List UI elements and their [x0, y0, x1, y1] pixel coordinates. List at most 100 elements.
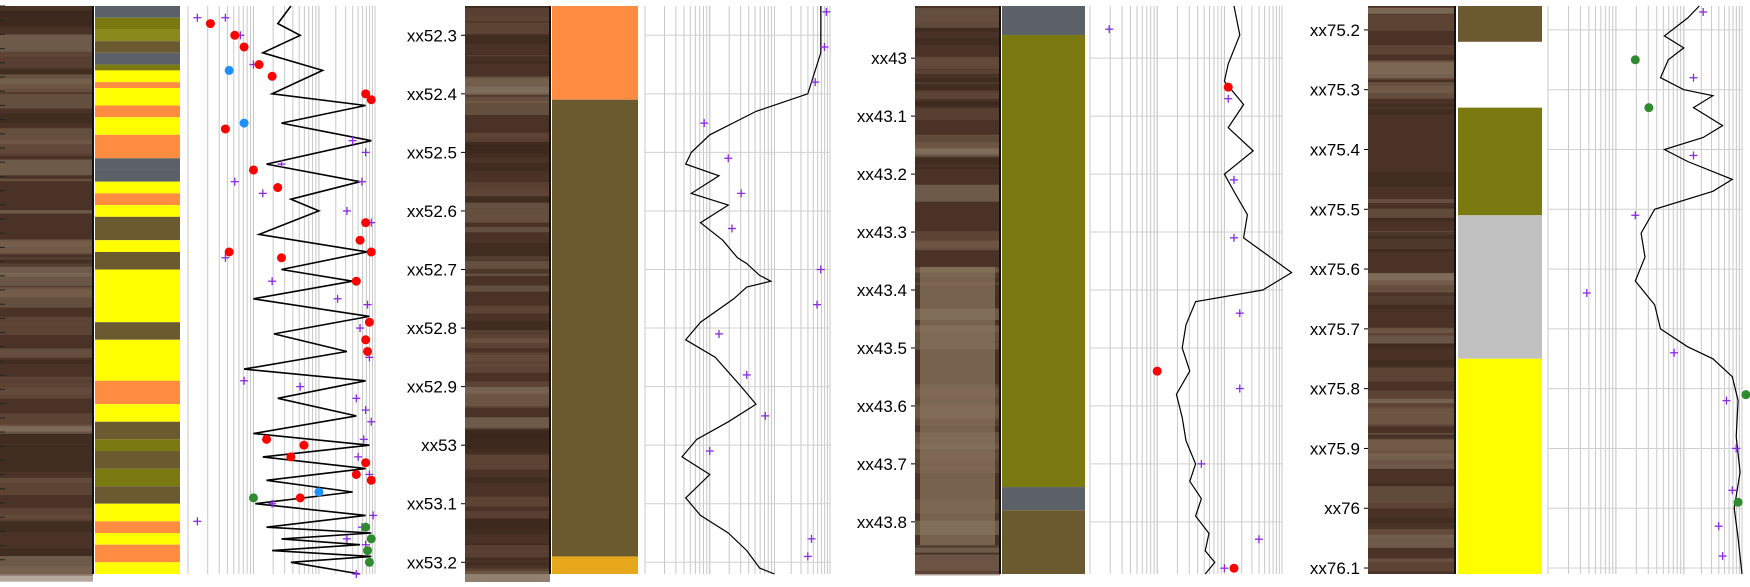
depth-tick-label: xx75.9	[1310, 439, 1360, 458]
core-photo-band	[915, 573, 1000, 576]
core-photo-band	[1368, 327, 1455, 334]
lithology-band	[95, 468, 180, 487]
core-photo-band	[915, 143, 1000, 149]
depth-tick-label: xx52.6	[407, 202, 457, 221]
core-photo-band	[0, 266, 93, 286]
dot-marker	[248, 165, 258, 175]
dot-marker	[1630, 55, 1640, 65]
lithology-band	[95, 82, 180, 88]
depth-tick-label: xx75.6	[1310, 260, 1360, 279]
core-photo-band	[0, 425, 93, 434]
core-photo-band	[0, 159, 93, 176]
core-photo-band	[915, 147, 1000, 156]
dot-marker	[363, 546, 373, 556]
lithology-band	[95, 105, 180, 118]
core-photo-band	[915, 73, 1000, 81]
log-curve	[1634, 5, 1743, 575]
core-photo-band	[915, 90, 1000, 99]
core-photo-band	[915, 167, 1000, 170]
dot-marker	[361, 458, 371, 468]
lithology-band	[95, 87, 180, 106]
lithology-band	[1002, 34, 1085, 488]
lithology-band	[552, 99, 638, 557]
lithology-band	[95, 70, 180, 83]
dot-marker	[361, 335, 371, 345]
dot-marker	[361, 89, 371, 99]
core-photo-band	[465, 76, 550, 86]
dot-marker	[239, 42, 249, 52]
core-photo-band	[0, 453, 93, 472]
lithology-band	[95, 421, 180, 440]
lithology-band	[95, 240, 180, 252]
depth-tick-label: xx75.7	[1310, 320, 1360, 339]
depth-tick-label: xx76	[1324, 499, 1360, 518]
lithology-band	[1002, 6, 1085, 35]
core-photo-band	[1368, 367, 1455, 382]
lithology-band	[95, 404, 180, 422]
core-photo-band	[465, 354, 550, 367]
lithology-band	[95, 181, 180, 194]
lithology-band	[1458, 107, 1542, 216]
dot-marker	[361, 522, 371, 532]
core-photo-band	[465, 162, 550, 172]
core-photo-band	[465, 35, 550, 45]
depth-tick-label: xx52.5	[407, 143, 457, 162]
core-photo-band	[1368, 535, 1455, 538]
depth-tick-label: xx43.4	[857, 281, 907, 300]
lithology-band	[95, 339, 180, 381]
dot-marker	[1741, 390, 1750, 400]
dot-marker	[1644, 103, 1654, 113]
core-photo-band	[465, 285, 550, 292]
lithology-band	[552, 6, 638, 100]
core-photo-band	[915, 38, 1000, 45]
lithology-band	[1458, 215, 1542, 359]
core-photo-band	[1368, 235, 1455, 253]
core-photo-band	[0, 316, 93, 325]
core-photo-band	[915, 184, 1000, 202]
core-photo-band	[1368, 7, 1455, 15]
core-photo-band	[465, 145, 550, 150]
core-photo-band	[465, 86, 550, 96]
dot-marker	[355, 235, 365, 245]
core-photo-band	[465, 428, 550, 440]
core-photo-band	[0, 360, 93, 364]
dot-marker	[1733, 497, 1743, 507]
lithology-band	[95, 52, 180, 65]
depth-tick-label: xx43.8	[857, 513, 907, 532]
depth-tick-label: xx53	[421, 436, 457, 455]
core-photo-band	[1368, 559, 1455, 565]
lithology-band	[1002, 487, 1085, 511]
lithology-band	[95, 521, 180, 534]
core-photo-band	[0, 444, 93, 454]
core-photo-band	[915, 101, 1000, 109]
core-photo-band	[465, 571, 550, 587]
depth-tick-label: xx52.3	[407, 26, 457, 45]
core-photo-band	[1368, 14, 1455, 31]
core-photo-band	[0, 286, 93, 290]
depth-tick-label: xx75.8	[1310, 380, 1360, 399]
dot-marker	[363, 346, 373, 356]
core-photo-band	[0, 324, 93, 336]
core-photo-band	[0, 93, 93, 109]
lithology-band	[1458, 358, 1542, 574]
lithology-band	[1458, 6, 1542, 42]
core-photo-band	[465, 544, 550, 558]
dot-marker	[351, 276, 361, 286]
core-photo-band	[465, 8, 550, 22]
core-photo-band	[465, 22, 550, 35]
lithology-band	[95, 486, 180, 504]
core-photo-band	[1368, 44, 1455, 55]
dot-marker	[1152, 366, 1162, 376]
dot-marker	[366, 475, 376, 485]
core-photo-band	[0, 548, 93, 557]
core-photo-band	[465, 454, 550, 470]
dot-marker	[230, 30, 240, 40]
dot-marker	[366, 534, 376, 544]
dot-marker	[1229, 563, 1239, 573]
dot-marker	[262, 434, 272, 444]
core-photo-band	[1368, 517, 1455, 530]
core-photo-band	[1368, 292, 1455, 310]
dot-marker	[366, 247, 376, 257]
core-photo-band	[465, 242, 550, 262]
